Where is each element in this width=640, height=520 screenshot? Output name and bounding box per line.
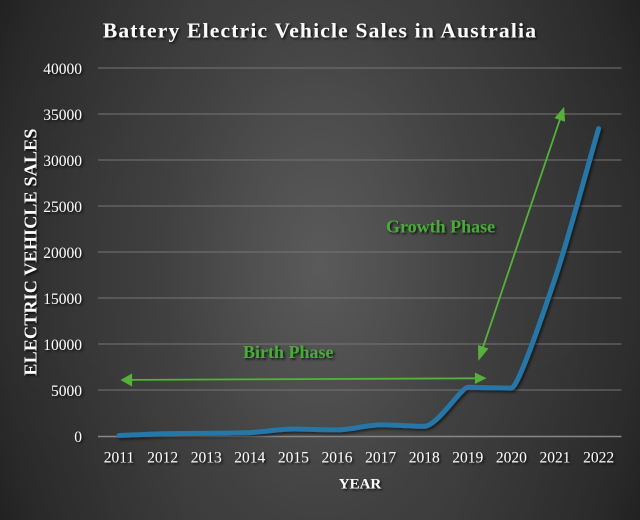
svg-text:YEAR: YEAR <box>339 477 382 493</box>
svg-text:2012: 2012 <box>147 450 178 467</box>
svg-text:10000: 10000 <box>43 337 82 354</box>
svg-text:15000: 15000 <box>43 291 82 308</box>
svg-text:0: 0 <box>74 429 82 446</box>
svg-text:5000: 5000 <box>51 383 82 400</box>
svg-text:2011: 2011 <box>104 450 134 467</box>
svg-text:30000: 30000 <box>43 153 82 170</box>
svg-text:20000: 20000 <box>43 245 82 262</box>
svg-text:2016: 2016 <box>322 450 353 467</box>
svg-text:Battery Electric Vehicle Sales: Battery Electric Vehicle Sales in Austra… <box>103 19 537 43</box>
svg-text:2021: 2021 <box>540 450 571 467</box>
svg-text:Birth Phase: Birth Phase <box>243 342 334 362</box>
svg-text:25000: 25000 <box>43 199 82 216</box>
svg-text:2020: 2020 <box>496 450 527 467</box>
svg-text:40000: 40000 <box>43 61 82 78</box>
svg-text:2022: 2022 <box>583 450 614 467</box>
svg-text:2013: 2013 <box>191 450 222 467</box>
svg-text:2019: 2019 <box>452 450 483 467</box>
svg-text:ELECTRIC VEHICLE SALES: ELECTRIC VEHICLE SALES <box>21 128 41 375</box>
svg-text:35000: 35000 <box>43 107 82 124</box>
svg-text:2017: 2017 <box>365 450 396 467</box>
svg-text:2014: 2014 <box>234 450 265 467</box>
svg-text:Growth Phase: Growth Phase <box>386 217 495 237</box>
svg-text:2018: 2018 <box>409 450 440 467</box>
svg-text:2015: 2015 <box>278 450 309 467</box>
